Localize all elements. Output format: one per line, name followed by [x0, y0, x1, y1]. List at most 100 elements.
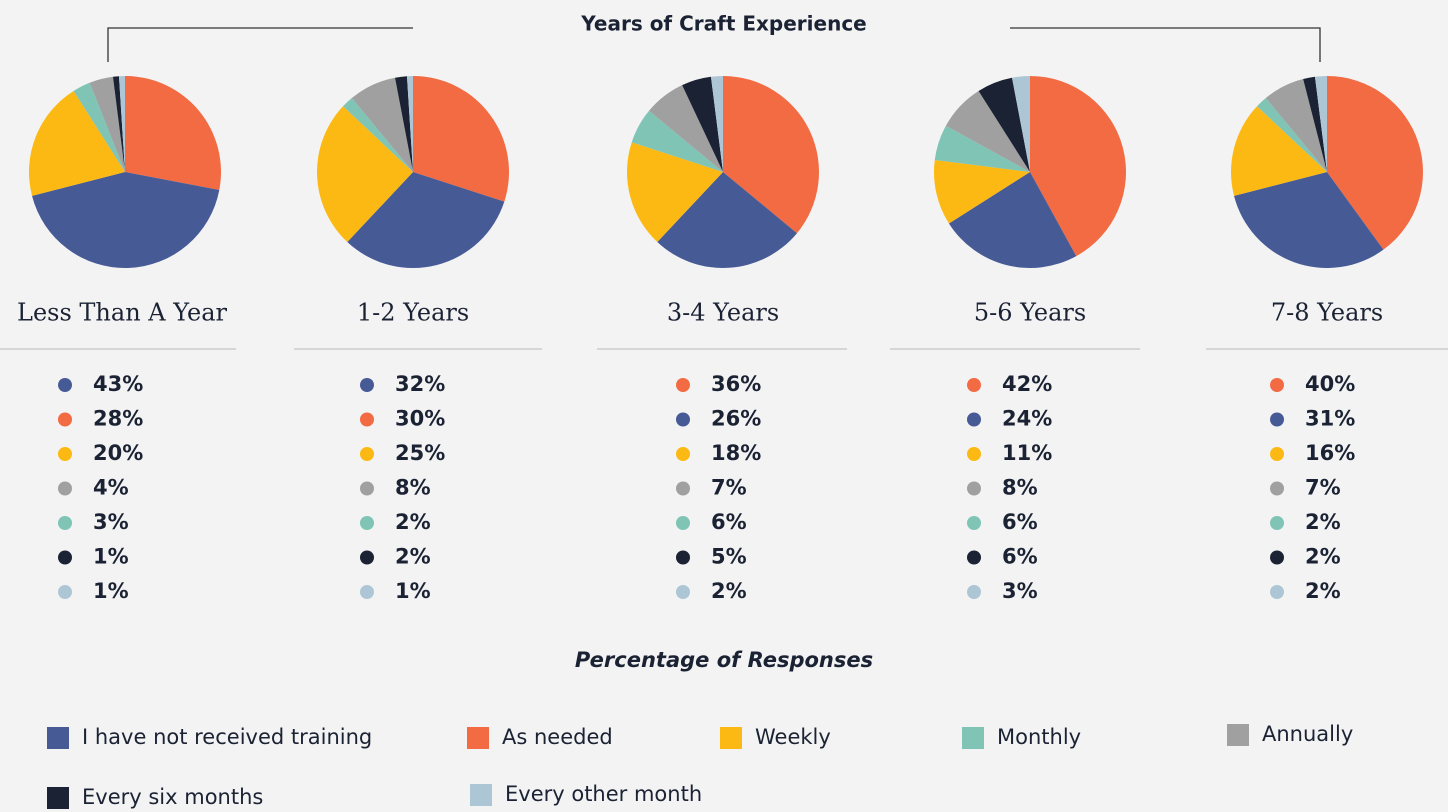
value-label: 3%	[93, 510, 129, 534]
list-dot	[360, 412, 374, 427]
value-label: 16%	[1305, 441, 1355, 465]
legend-label: I have not received training	[82, 725, 372, 749]
pie-title: Less Than A Year	[17, 299, 227, 327]
pie-slice	[710, 76, 723, 172]
pie-slice	[317, 106, 413, 242]
pie-slice	[406, 76, 413, 172]
bracket	[107, 27, 1321, 62]
value-label: 8%	[395, 476, 431, 500]
value-label: 1%	[93, 579, 129, 603]
pie-slice	[1314, 76, 1327, 172]
pie-slice	[934, 159, 1030, 224]
value-label: 5%	[711, 545, 747, 569]
list-dot	[676, 481, 690, 496]
list-dot	[360, 516, 374, 530]
list-dot	[676, 550, 690, 565]
value-label: 2%	[395, 510, 431, 534]
pie-slice	[112, 76, 125, 172]
list-dot	[58, 447, 72, 461]
value-label: 2%	[1305, 510, 1341, 534]
list-dot	[58, 481, 72, 496]
value-label: 6%	[1002, 545, 1038, 569]
value-label: 26%	[711, 407, 761, 431]
value-label: 40%	[1305, 372, 1355, 396]
pie-slice	[631, 110, 723, 172]
legend-swatch	[720, 727, 742, 749]
legend-swatch	[962, 727, 984, 749]
value-label: 24%	[1002, 407, 1052, 431]
list-dot	[967, 412, 981, 427]
pie-slice	[32, 172, 220, 268]
pie-slice	[73, 82, 125, 172]
list-dot	[967, 516, 981, 530]
pie-slice	[1257, 98, 1327, 172]
legend-swatch	[47, 787, 69, 809]
list-dot	[676, 516, 690, 530]
pie-slice	[347, 172, 505, 268]
pie-slice	[413, 76, 509, 202]
legend-label: Annually	[1262, 722, 1353, 746]
list-dot	[1270, 447, 1284, 461]
list-dot	[360, 481, 374, 496]
value-label: 2%	[711, 579, 747, 603]
legend-label: As needed	[502, 725, 613, 749]
value-label: 42%	[1002, 372, 1052, 396]
value-label: 7%	[711, 476, 747, 500]
pie-slice	[1231, 106, 1327, 196]
value-label: 6%	[711, 510, 747, 534]
value-label: 30%	[395, 407, 445, 431]
pie-slice	[948, 172, 1077, 269]
list-dot	[360, 550, 374, 565]
pie-slice	[125, 76, 221, 190]
list-dot	[58, 516, 72, 530]
value-label: 32%	[395, 372, 445, 396]
value-label: 6%	[1002, 510, 1038, 534]
list-dot	[1270, 516, 1284, 530]
pie-slice	[1234, 172, 1384, 268]
legend-swatch	[467, 727, 489, 749]
pie-slice	[395, 76, 413, 172]
value-label: 2%	[395, 545, 431, 569]
value-label: 4%	[93, 476, 129, 500]
list-dot	[58, 585, 72, 599]
list-dot	[1270, 412, 1284, 427]
value-label: 1%	[93, 545, 129, 569]
list-dot	[967, 481, 981, 496]
pie-slice	[723, 76, 819, 234]
list-dot	[676, 585, 690, 599]
list-dot	[967, 585, 981, 599]
list-dot	[676, 447, 690, 461]
value-label: 7%	[1305, 476, 1341, 500]
pie-slice	[351, 77, 413, 172]
legend-label: Every other month	[505, 782, 702, 806]
list-dot	[360, 585, 374, 599]
value-label: 31%	[1305, 407, 1355, 431]
legend-label: Monthly	[997, 725, 1081, 749]
list-dot	[1270, 378, 1284, 392]
legend-label: Weekly	[755, 725, 831, 749]
legend-label: Every six months	[82, 785, 263, 809]
pie-slice	[1265, 79, 1327, 172]
pie-title: 5-6 Years	[974, 299, 1086, 327]
pie-slice	[1030, 76, 1126, 257]
value-label: 18%	[711, 441, 761, 465]
pie-slice	[1327, 76, 1423, 250]
pie-slice	[978, 77, 1030, 172]
list-dot	[967, 447, 981, 461]
list-dot	[1270, 481, 1284, 496]
value-label: 1%	[395, 579, 431, 603]
pie-title: 7-8 Years	[1271, 299, 1383, 327]
value-label: 25%	[395, 441, 445, 465]
value-label: 43%	[93, 372, 143, 396]
list-dot	[1270, 585, 1284, 599]
pie-slice	[343, 98, 413, 172]
pie-slice	[682, 76, 723, 172]
pie-title: 3-4 Years	[667, 299, 779, 327]
list-dot	[58, 378, 72, 392]
list-dot	[967, 378, 981, 392]
list-dot	[58, 412, 72, 427]
list-dot	[676, 378, 690, 392]
legend-swatch	[47, 727, 69, 749]
value-label: 3%	[1002, 579, 1038, 603]
